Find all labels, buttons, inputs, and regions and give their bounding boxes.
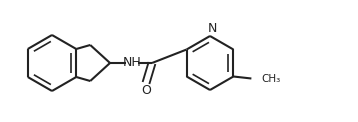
Text: O: O bbox=[141, 83, 151, 97]
Text: NH: NH bbox=[123, 56, 141, 70]
Text: N: N bbox=[207, 22, 217, 36]
Text: CH₃: CH₃ bbox=[261, 73, 281, 83]
